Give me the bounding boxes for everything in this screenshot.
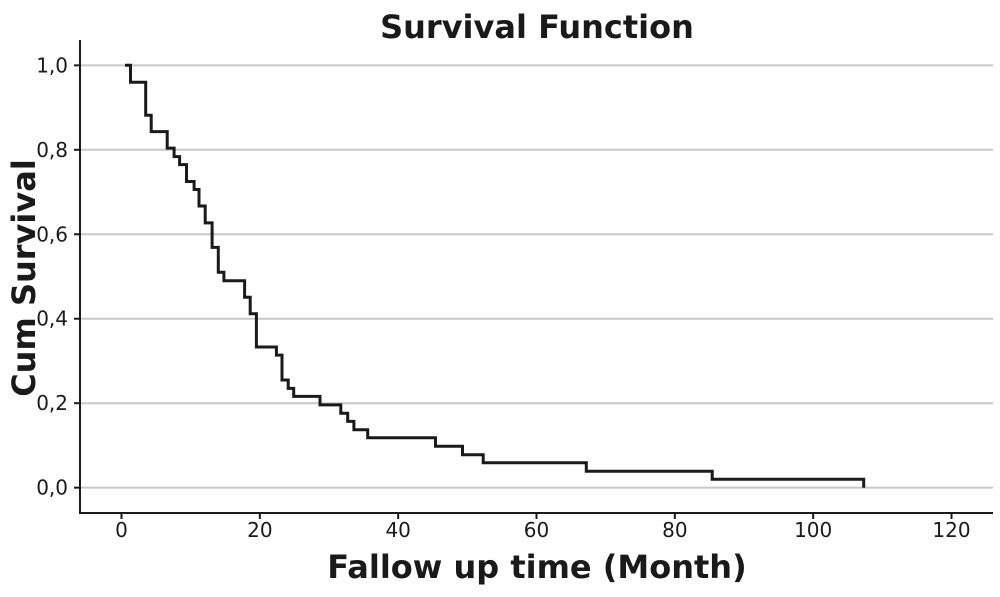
step-point [186,181,187,182]
step-point [230,280,231,281]
x-tick-label: 20 [247,518,272,542]
step-point [265,347,266,348]
step-point [347,421,348,422]
y-tick-label: 0,8 [36,138,68,162]
x-tick-label: 60 [524,518,549,542]
gridlines [80,64,993,489]
step-point [435,446,436,447]
step-point [276,355,277,356]
step-point [281,379,282,380]
x-tick-label: 40 [385,518,410,542]
step-point [353,429,354,430]
axes [74,40,993,519]
step-point [198,205,199,206]
survival-step-line [125,63,866,488]
step-point [124,65,125,66]
step-point [367,437,368,438]
step-point [218,272,219,273]
chart-title: Survival Function [380,8,694,46]
step-point [293,396,294,397]
step-point [223,280,224,281]
step-point [863,487,864,488]
step-point [250,313,251,314]
x-tick-label: 0 [115,518,128,542]
step-point [483,462,484,463]
step-point [179,164,180,165]
step-point [145,115,146,116]
y-tick-label: 0,2 [36,391,68,415]
tick-labels: 0,0 0,2 0,4 0,6 0,8 1,0 0 20 40 60 80 100 120 [36,53,970,542]
step-point [151,131,152,132]
step-point [462,454,463,455]
step-point [205,222,206,223]
step-point [244,297,245,298]
step-point [194,189,195,190]
x-tick-label: 80 [662,518,687,542]
x-axis-title: Fallow up time (Month) [327,548,746,586]
y-tick-label: 0,0 [36,476,68,500]
x-tick-label: 100 [794,518,832,542]
step-point [320,404,321,405]
step-point [340,413,341,414]
y-tick-label: 0,4 [36,307,68,331]
step-point [212,247,213,248]
step-point [586,471,587,472]
series-layer [124,63,866,488]
step-point [256,347,257,348]
y-tick-label: 1,0 [36,53,68,77]
step-point [174,156,175,157]
step-point [712,479,713,480]
step-point [288,388,289,389]
step-point [167,148,168,149]
y-tick-label: 0,6 [36,222,68,246]
x-tick-label: 120 [932,518,970,542]
step-point [130,82,131,83]
y-axis-title: Cum Survival [5,159,43,397]
